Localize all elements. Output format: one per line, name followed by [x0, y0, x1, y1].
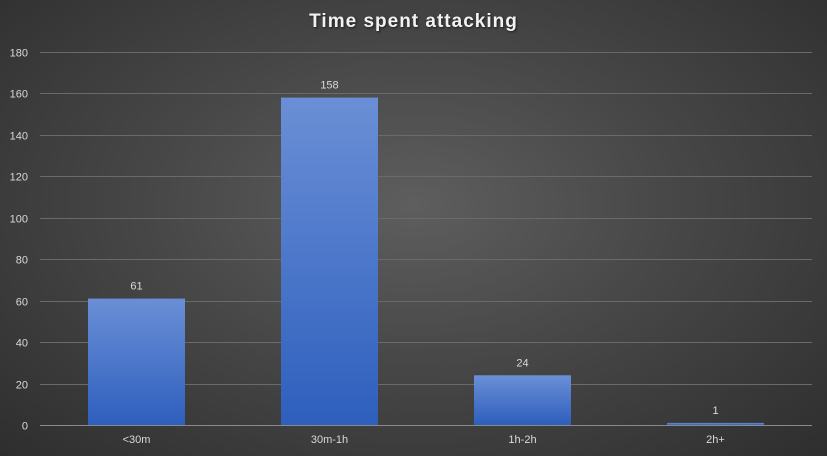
data-label: 24 — [516, 357, 528, 369]
y-axis-tick-labels: 0 20 40 60 80 100 120 140 160 180 — [10, 48, 28, 433]
y-tick-label: 140 — [10, 131, 28, 143]
x-axis-tick-labels: <30m 30m-1h 1h-2h 2h+ — [123, 434, 725, 446]
data-label: 1 — [712, 405, 718, 417]
x-tick-label: <30m — [123, 434, 151, 446]
bar — [88, 298, 185, 425]
y-tick-label: 100 — [10, 214, 28, 226]
y-tick-label: 40 — [16, 338, 28, 350]
bar — [667, 422, 764, 425]
x-tick-label: 30m-1h — [311, 434, 348, 446]
data-label: 158 — [320, 80, 338, 92]
x-tick-label: 2h+ — [706, 434, 725, 446]
chart-title: Time spent attacking — [309, 11, 518, 32]
y-tick-label: 160 — [10, 89, 28, 101]
y-tick-label: 180 — [10, 48, 28, 60]
x-tick-label: 1h-2h — [508, 434, 536, 446]
y-tick-label: 0 — [22, 421, 28, 433]
y-tick-label: 80 — [16, 255, 28, 267]
gridlines — [40, 52, 812, 426]
y-tick-label: 60 — [16, 297, 28, 309]
bars: 61 158 24 1 — [88, 80, 764, 425]
y-tick-label: 20 — [16, 380, 28, 392]
data-label: 61 — [130, 281, 142, 293]
bar — [474, 375, 571, 425]
y-tick-label: 120 — [10, 172, 28, 184]
bar — [281, 97, 378, 425]
